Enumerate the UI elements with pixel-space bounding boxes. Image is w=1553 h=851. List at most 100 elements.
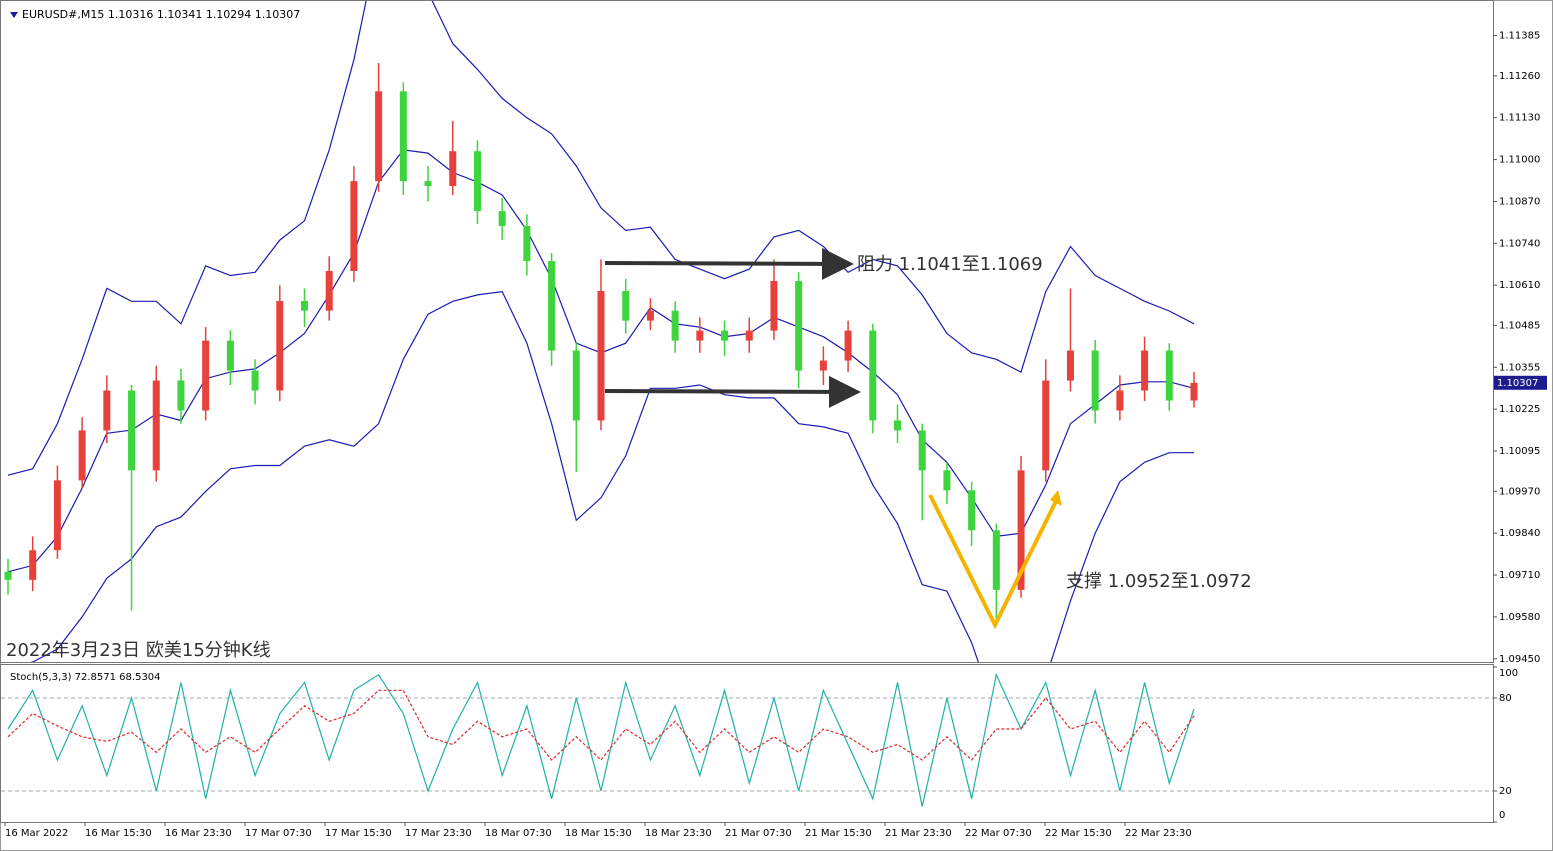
candle-body (844, 330, 852, 361)
y-tick-label: 1.10355 (1499, 362, 1540, 373)
y-tick-label: 1.09580 (1499, 612, 1540, 623)
candle-body (251, 370, 259, 391)
y-tick-label: 1.09450 (1499, 654, 1540, 665)
resistance-arrow (604, 247, 854, 280)
candle-body (992, 530, 1000, 590)
menu-triangle (10, 12, 18, 18)
candle-body (671, 310, 679, 341)
y-tick-label: 1.09710 (1499, 570, 1540, 581)
candle-body (301, 300, 308, 311)
last-price-label: 1.10307 (1497, 378, 1538, 389)
candle-body (29, 550, 37, 580)
y-tick-label: 1.10225 (1499, 404, 1540, 415)
candle-body (350, 181, 358, 272)
candle-body (646, 310, 654, 321)
y-tick-label: 20 (1499, 786, 1512, 797)
candle-body (770, 281, 778, 331)
x-tick-label: 18 Mar 23:30 (645, 828, 712, 839)
x-tick-label: 22 Mar 23:30 (1125, 828, 1192, 839)
support-line-arrow (604, 375, 861, 408)
x-tick-label: 16 Mar 23:30 (165, 828, 232, 839)
x-tick-label: 22 Mar 15:30 (1045, 828, 1112, 839)
candle-body (424, 181, 432, 186)
stoch-panel (0, 664, 1494, 823)
y-tick-label: 1.10870 (1499, 196, 1540, 207)
y-tick-label: 1.11260 (1499, 71, 1540, 82)
y-tick-label: 1.10610 (1499, 280, 1540, 291)
candle-body (1066, 350, 1074, 381)
candle-body (1042, 380, 1050, 471)
x-tick-label: 21 Mar 23:30 (885, 828, 952, 839)
candle-body (572, 350, 580, 421)
stoch-title: Stoch(5,3,3) 72.8571 68.5304 (10, 672, 161, 683)
price-panel (0, 0, 1494, 663)
symbol-header: EURUSD#,M15 1.10316 1.10341 1.10294 1.10… (22, 8, 300, 21)
candle-body (1190, 382, 1198, 401)
candle-body (721, 330, 729, 341)
candle-body (128, 390, 136, 471)
x-tick-label: 17 Mar 07:30 (245, 828, 312, 839)
x-tick-label: 17 Mar 15:30 (325, 828, 392, 839)
y-tick-label: 80 (1499, 693, 1512, 704)
y-tick-label: 1.10095 (1499, 446, 1540, 457)
candle-body (226, 340, 234, 371)
y-tick-label: 1.09840 (1499, 528, 1540, 539)
candle-body (449, 151, 457, 186)
last-price-box (1494, 375, 1547, 390)
y-tick-label: 1.10485 (1499, 320, 1540, 331)
annotation: 支撑 1.0952至1.0972 (1066, 571, 1252, 592)
x-tick-label: 21 Mar 15:30 (805, 828, 872, 839)
candle-body (523, 225, 531, 262)
band-upper (7, 1, 1195, 476)
candle-body (4, 571, 12, 580)
candle-body (177, 380, 185, 411)
candle-body (918, 430, 926, 471)
annotation: 阻力 1.1041至1.1069 (857, 254, 1043, 275)
candle-body (968, 490, 976, 531)
stoch-main (7, 672, 1195, 807)
candle-body (78, 430, 86, 481)
candle-body (696, 330, 704, 341)
candle-body (1141, 350, 1149, 391)
candle-body (276, 300, 284, 391)
candle-body (819, 360, 827, 371)
candle-body (1165, 350, 1173, 401)
x-tick-label: 18 Mar 15:30 (565, 828, 632, 839)
candle-body (1017, 470, 1025, 590)
band-lower (30, 290, 1194, 662)
candle-body (375, 91, 383, 182)
y-tick-label: 1.10740 (1499, 238, 1540, 249)
x-tick-label: 16 Mar 15:30 (85, 828, 152, 839)
candle-body (473, 151, 481, 212)
candle-body (53, 480, 61, 551)
candle-body (745, 330, 753, 341)
candle-body (622, 290, 630, 321)
candle-body (869, 330, 877, 421)
candle-body (894, 420, 901, 431)
candle-body (795, 281, 803, 371)
candle-body (103, 390, 111, 431)
candle-body (325, 271, 333, 311)
v-arrow (928, 494, 1060, 630)
stoch-signal (7, 689, 1195, 761)
candle-body (399, 91, 407, 182)
candle-body (597, 290, 605, 421)
x-tick-label: 21 Mar 07:30 (725, 828, 792, 839)
y-tick-label: 1.09970 (1499, 486, 1540, 497)
candle-body (202, 340, 210, 411)
y-tick-label: 0 (1499, 810, 1505, 821)
chart-subtitle: 2022年3月23日 欧美15分钟K线 (6, 640, 271, 661)
candle-body (943, 470, 951, 491)
x-tick-label: 17 Mar 23:30 (405, 828, 472, 839)
x-tick-label: 16 Mar 2022 (5, 828, 68, 839)
y-tick-label: 1.11130 (1499, 113, 1540, 124)
y-tick-label: 100 (1499, 668, 1518, 679)
candle-body (1091, 350, 1099, 411)
x-tick-label: 18 Mar 07:30 (485, 828, 552, 839)
candle-body (1116, 390, 1124, 411)
y-tick-label: 1.11385 (1499, 31, 1540, 42)
candle-body (152, 380, 160, 471)
x-tick-label: 22 Mar 07:30 (965, 828, 1032, 839)
